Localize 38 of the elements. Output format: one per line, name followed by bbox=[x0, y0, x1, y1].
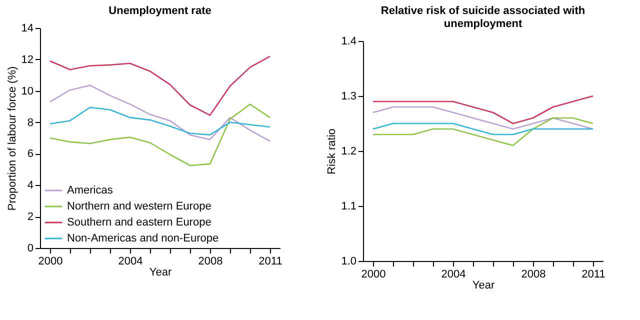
chart-title: Relative risk of suicide associated with unemployment bbox=[380, 5, 586, 30]
y-tick-label: 1.1 bbox=[341, 200, 356, 212]
x-tick-label: 2008 bbox=[521, 268, 546, 280]
y-tick-label: 2 bbox=[27, 211, 34, 224]
y-tick-label: 1.2 bbox=[341, 146, 356, 158]
y-tick-label: 6 bbox=[27, 148, 34, 160]
y-tick-label: 1.4 bbox=[341, 36, 356, 48]
x-axis-title: Year bbox=[149, 266, 172, 278]
y-tick-label: 14 bbox=[21, 22, 34, 34]
legend-label: Non-Americas and non-Europe bbox=[67, 232, 219, 244]
x-tick-label: 2008 bbox=[198, 256, 223, 268]
y-axis-title: Risk ratio bbox=[326, 128, 338, 174]
x-tick-label: 2011 bbox=[582, 268, 606, 280]
legend-label: Northern and western Europe bbox=[67, 200, 212, 212]
x-axis-title: Year bbox=[472, 280, 495, 292]
y-tick-label: 1.0 bbox=[341, 256, 356, 268]
y-tick-label: 1.3 bbox=[341, 90, 356, 102]
line-series bbox=[49, 106, 271, 136]
y-tick-label: 8 bbox=[27, 116, 34, 129]
y-tick-label: 12 bbox=[21, 54, 34, 66]
x-tick-label: 2011 bbox=[258, 256, 282, 268]
chart-title: Unemployment rate bbox=[108, 5, 212, 17]
x-tick-label: 2000 bbox=[361, 268, 386, 280]
line-series bbox=[49, 56, 271, 116]
y-tick-label: 10 bbox=[21, 85, 34, 98]
legend-label: Americas bbox=[67, 184, 114, 196]
line-series bbox=[372, 106, 594, 130]
y-tick-label: 4 bbox=[27, 180, 34, 192]
line-series bbox=[372, 117, 594, 146]
x-tick-label: 2000 bbox=[38, 256, 63, 268]
line-series bbox=[372, 95, 594, 124]
line-series bbox=[49, 104, 271, 166]
line-series bbox=[49, 84, 271, 142]
y-axis-title: Proportion of labour force (%) bbox=[6, 66, 18, 211]
legend-label: Southern and eastern Europe bbox=[67, 216, 212, 228]
y-tick-label: 0 bbox=[27, 242, 34, 254]
x-tick-label: 2004 bbox=[118, 256, 143, 268]
x-tick-label: 2004 bbox=[441, 268, 466, 280]
